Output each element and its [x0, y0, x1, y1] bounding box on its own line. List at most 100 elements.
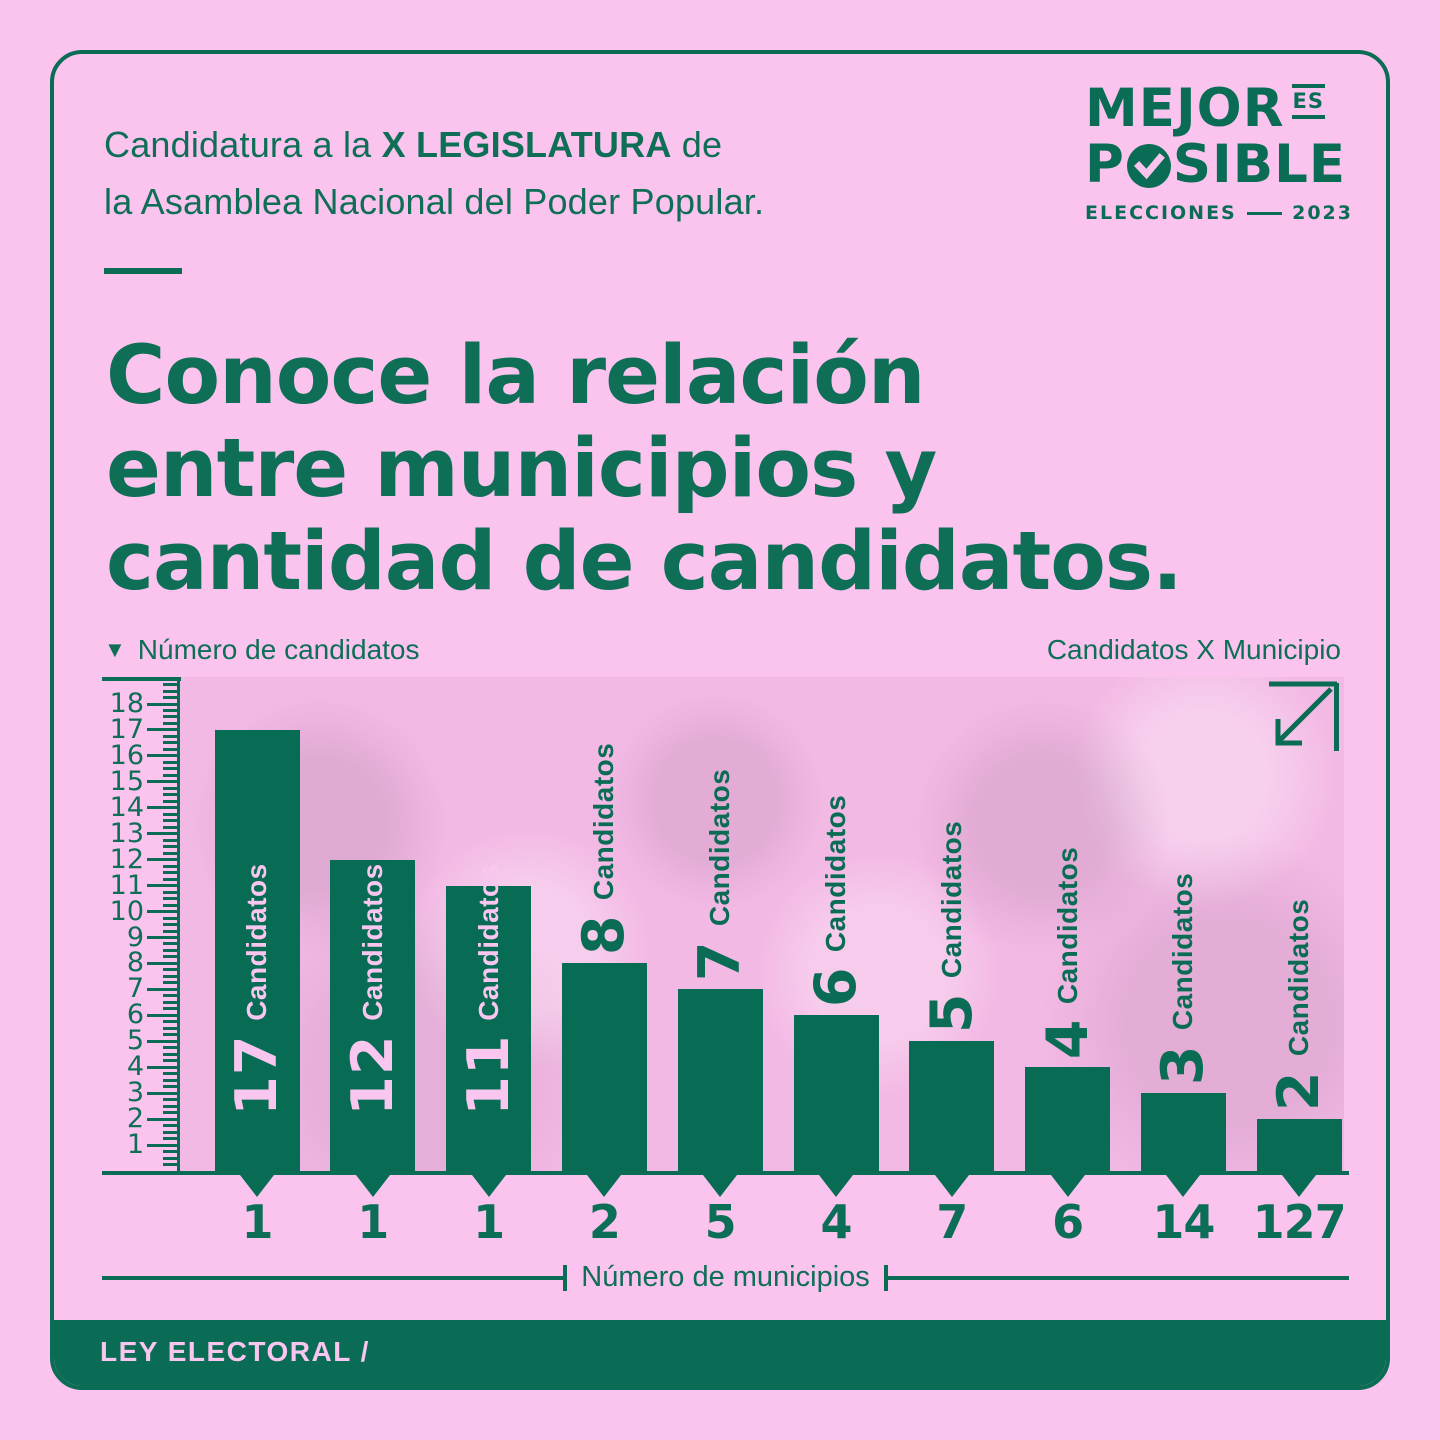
kicker-post: de [671, 124, 723, 165]
y-major-tick [147, 1039, 177, 1043]
y-minor-tick [163, 1033, 177, 1037]
y-major-tick [147, 1065, 177, 1069]
bar-pointer-triangle [934, 1175, 969, 1197]
bar-pointer-triangle [1166, 1175, 1201, 1197]
bar-pointer-triangle [1050, 1175, 1085, 1197]
bar-pointer-triangle [587, 1175, 622, 1197]
y-minor-tick [163, 994, 177, 998]
x-axis-caption-text: Número de municipios [581, 1261, 870, 1293]
y-tick-label: 10 [109, 895, 144, 927]
y-tick-label: 16 [109, 739, 144, 771]
y-minor-tick [163, 929, 177, 933]
ruler-top-line [102, 677, 181, 681]
y-minor-tick [163, 1156, 177, 1160]
logo-row-elecciones: ELECCIONES 2023 [1085, 202, 1353, 224]
bar-value-label: 5 Candidatos [919, 821, 985, 1033]
bar-value-number: 12 [339, 1034, 406, 1116]
bar-value-number: 7 [687, 940, 754, 982]
x-tick-label: 1 [241, 1195, 273, 1249]
check-circle-icon [1126, 144, 1171, 188]
y-minor-tick [163, 981, 177, 985]
y-tick-label: 2 [126, 1103, 144, 1135]
bar-value-label: 2 Candidatos [1266, 899, 1332, 1111]
logo-row-posible: P SIBLE [1085, 137, 1353, 193]
y-minor-tick [163, 760, 177, 764]
y-tick-label: 8 [126, 947, 144, 979]
x-tick-label: 1 [357, 1195, 389, 1249]
kicker-bold: X LEGISLATURA [381, 124, 672, 165]
y-axis-caption-text: Número de candidatos [137, 634, 420, 665]
y-minor-tick [163, 696, 177, 699]
title-line-1: Conoce la relación [106, 329, 926, 423]
y-minor-tick [163, 1150, 177, 1154]
y-major-tick [147, 987, 177, 991]
y-tick-label: 6 [126, 999, 144, 1031]
bar-value-number: 6 [803, 966, 869, 1008]
x-axis-caption: Número de municipios [102, 1261, 1350, 1294]
x-caption-left-cap [563, 1264, 568, 1291]
bar-value-label: 17 Candidatos [224, 863, 290, 1116]
y-minor-tick [163, 871, 177, 875]
y-tick-label: 11 [109, 869, 144, 901]
bar-value-number: 8 [571, 914, 638, 956]
y-minor-tick [163, 1104, 177, 1108]
y-minor-tick [163, 890, 177, 894]
bar-value-word: Candidatos [1167, 873, 1199, 1031]
kicker-pre: Candidatura a la [104, 124, 382, 165]
x-caption-right-line [887, 1275, 1350, 1280]
bar-pointer-triangle [240, 1175, 274, 1197]
logo-mejor-text: MEJOR [1085, 78, 1285, 139]
y-axis-caption: ▼ Número de candidatos [104, 634, 420, 666]
bar [214, 729, 300, 1171]
x-tick-label: 7 [936, 1195, 968, 1249]
y-minor-tick [163, 741, 177, 745]
y-minor-tick [163, 1163, 177, 1166]
y-minor-tick [163, 799, 177, 803]
y-minor-tick [163, 955, 177, 959]
kicker: Candidatura a la X LEGISLATURA de la Asa… [104, 116, 764, 230]
bar-value-number: 3 [1150, 1044, 1217, 1086]
y-minor-tick [163, 948, 177, 952]
y-tick-label: 4 [126, 1051, 144, 1083]
bar-value-number: 17 [224, 1034, 290, 1116]
bar [793, 1015, 879, 1171]
logo-es-bottom-rule [1291, 115, 1326, 119]
bar-value-word: Candidatos [356, 863, 388, 1021]
y-major-tick [147, 754, 177, 758]
y-minor-tick [163, 1007, 177, 1011]
y-axis-line [177, 677, 180, 1174]
y-minor-tick [163, 968, 177, 972]
y-major-tick [147, 780, 177, 784]
y-minor-tick [163, 786, 177, 790]
bar-pointer-triangle [703, 1175, 738, 1197]
x-tick-label: 2 [588, 1195, 621, 1249]
x-tick-label: 5 [704, 1195, 737, 1249]
y-minor-tick [163, 1046, 177, 1050]
bar-value-word: Candidatos [935, 821, 967, 979]
brand-logo: MEJOR ES P SIBLE ELECCIONES 2023 [1085, 82, 1353, 224]
y-minor-tick [163, 1052, 177, 1056]
y-minor-tick [163, 1078, 177, 1082]
y-minor-tick [163, 793, 177, 797]
y-minor-tick [163, 715, 177, 719]
y-minor-tick [163, 1026, 177, 1030]
bar-value-label: 8 Candidatos [571, 743, 637, 955]
expand-arrow-icon [1269, 681, 1339, 751]
bar-pointer-triangle [819, 1175, 853, 1197]
kicker-line2: la Asamblea Nacional del Poder Popular. [104, 181, 765, 222]
bar-value-label: 3 Candidatos [1150, 873, 1216, 1085]
bar-value-label: 4 Candidatos [1035, 847, 1101, 1059]
y-tick-label: 17 [109, 713, 144, 745]
y-minor-tick [163, 721, 177, 725]
bar [1025, 1067, 1111, 1171]
logo-posible-rest: SIBLE [1172, 134, 1347, 195]
bar-value-label: 7 Candidatos [687, 769, 753, 981]
title-line-2: entre municipios y [106, 422, 937, 516]
y-major-tick [147, 936, 177, 939]
bar-value-label: 12 Candidatos [340, 863, 406, 1116]
title-line-3: cantidad de candidatos. [106, 515, 1183, 609]
y-minor-tick [163, 812, 177, 816]
triangle-down-icon: ▼ [104, 637, 126, 662]
y-major-tick [147, 910, 177, 914]
